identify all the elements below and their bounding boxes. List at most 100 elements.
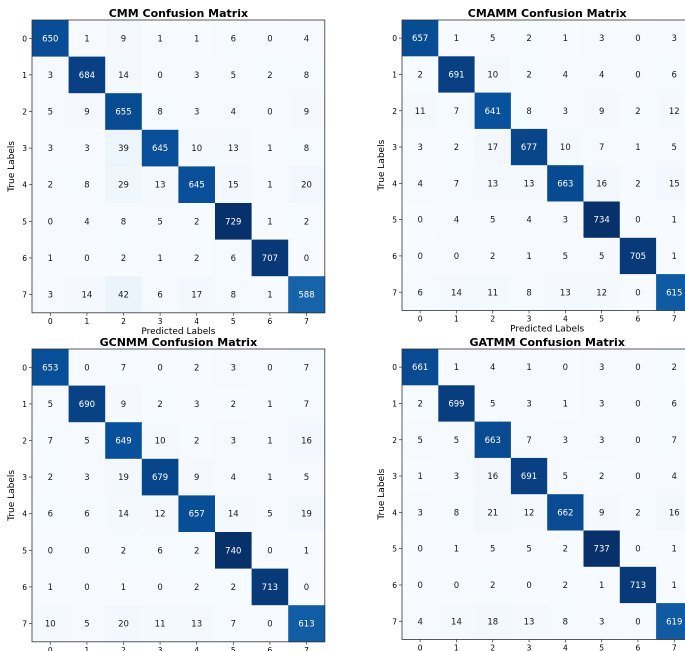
x-tick-label: 4 <box>563 314 568 323</box>
heatmap-cell <box>402 274 439 311</box>
cell-value-label: 0 <box>267 620 272 630</box>
heatmap-cell <box>288 532 326 569</box>
cell-value-label: 8 <box>563 617 568 627</box>
heatmap-cell <box>178 458 216 496</box>
cell-value-label: 10 <box>191 144 202 154</box>
heatmap-cell <box>32 20 69 57</box>
heatmap-cell <box>141 568 179 606</box>
cell-value-label: 1 <box>267 144 272 154</box>
cell-value-label: 10 <box>487 70 498 80</box>
cell-value-label: 6 <box>48 510 53 520</box>
cell-value-label: 3 <box>454 472 459 482</box>
cell-value-label: 5 <box>490 34 495 44</box>
heatmap-cell <box>68 568 106 606</box>
heatmap-cell <box>178 532 216 569</box>
cell-value-label: 1 <box>267 291 272 301</box>
cell-value-label: 3 <box>563 216 568 226</box>
heatmap-cell <box>32 203 69 240</box>
heatmap-cell <box>474 128 512 166</box>
cell-value-label: 12 <box>596 288 607 298</box>
cell-value-label: 1 <box>157 254 162 264</box>
cell-value-label: 5 <box>84 437 89 447</box>
cell-value-label: 2 <box>194 254 199 264</box>
cell-value-label: 690 <box>79 400 95 410</box>
heatmap-cell <box>547 349 584 386</box>
y-tick-label: 0 <box>22 363 27 372</box>
cell-value-label: 0 <box>635 288 640 298</box>
cell-value-label: 1 <box>635 143 640 153</box>
heatmap-cell <box>251 203 289 240</box>
cell-value-label: 5 <box>454 436 459 446</box>
heatmap-cell <box>438 92 475 130</box>
heatmap-cell <box>619 201 657 239</box>
cell-value-label: 657 <box>412 34 428 44</box>
heatmap-cell <box>510 237 548 275</box>
heatmap-cell <box>583 566 621 604</box>
cell-value-label: 641 <box>485 107 501 117</box>
x-tick-label: 3 <box>158 317 163 326</box>
heatmap-cell <box>656 603 685 640</box>
x-tick-label: 2 <box>490 643 495 651</box>
heatmap-cell <box>619 421 657 459</box>
cell-value-label: 1 <box>84 34 89 44</box>
cell-value-label: 4 <box>490 363 495 373</box>
cell-value-label: 9 <box>121 400 126 410</box>
heatmap-cell <box>288 495 326 533</box>
cell-value-label: 691 <box>521 472 537 482</box>
heatmap-cell <box>32 349 69 386</box>
cell-value-label: 42 <box>118 291 129 301</box>
heatmap-cell <box>402 20 439 57</box>
heatmap-cell <box>402 421 439 459</box>
cell-value-label: 0 <box>417 581 422 591</box>
heatmap-cell <box>251 349 289 386</box>
cell-value-label: 3 <box>194 71 199 81</box>
heatmap-cell <box>251 495 289 533</box>
cell-value-label: 2 <box>563 545 568 555</box>
heatmap-cell <box>474 421 512 459</box>
cell-value-label: 0 <box>635 34 640 44</box>
cell-value-label: 0 <box>417 545 422 555</box>
heatmap-cell <box>68 532 106 569</box>
y-tick-label: 0 <box>392 363 397 372</box>
cell-value-label: 0 <box>48 546 53 556</box>
heatmap-cell <box>215 495 252 533</box>
x-tick-label: 7 <box>672 314 677 323</box>
cell-value-label: 0 <box>635 436 640 446</box>
heatmap-cell <box>402 566 439 604</box>
cell-value-label: 14 <box>118 71 129 81</box>
cell-value-label: 0 <box>635 216 640 226</box>
cell-value-label: 10 <box>560 143 571 153</box>
heatmap-cell <box>438 385 475 422</box>
cell-value-label: 1 <box>267 400 272 410</box>
cell-value-label: 12 <box>155 510 166 520</box>
heatmap-cell <box>547 603 584 640</box>
y-tick-label: 2 <box>392 436 397 445</box>
heatmap-cell <box>288 349 326 386</box>
heatmap-cell <box>215 385 252 423</box>
cell-value-label: 0 <box>84 363 89 373</box>
heatmap-cell <box>583 494 621 531</box>
cell-value-label: 2 <box>672 363 677 373</box>
cell-value-label: 2 <box>48 473 53 483</box>
heatmap-cell <box>438 56 475 93</box>
heatmap-cell <box>510 603 548 640</box>
cell-value-label: 2 <box>599 472 604 482</box>
y-tick-label: 4 <box>22 181 27 190</box>
cell-value-label: 13 <box>524 179 535 189</box>
y-tick-label: 0 <box>22 34 27 43</box>
x-tick-label: 6 <box>268 646 273 651</box>
cell-value-label: 7 <box>599 143 604 153</box>
heatmap-cell <box>547 385 584 422</box>
heatmap-cell <box>251 458 289 496</box>
cell-value-label: 2 <box>635 508 640 518</box>
cell-value-label: 3 <box>48 291 53 301</box>
heatmap-cell <box>619 20 657 57</box>
heatmap-cell <box>547 56 584 93</box>
heatmap-cell <box>656 349 685 386</box>
plot-frame <box>401 19 685 311</box>
cell-value-label: 7 <box>304 400 309 410</box>
heatmap-cell <box>402 385 439 422</box>
y-tick-label: 7 <box>22 291 27 300</box>
